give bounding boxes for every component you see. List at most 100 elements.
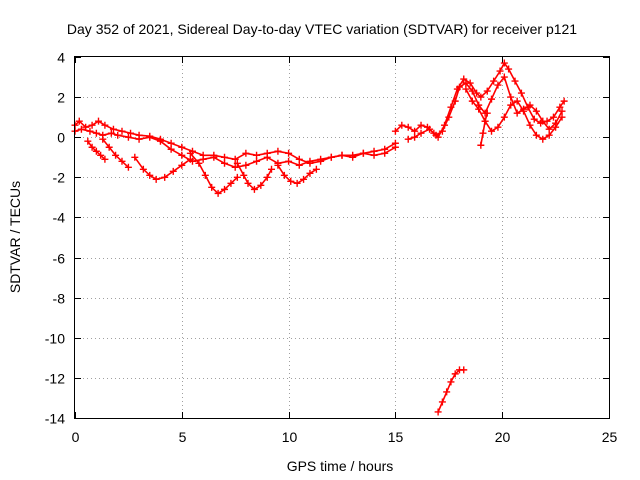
y-tick-label: -8: [53, 291, 66, 307]
data-point: [496, 67, 504, 75]
series-track-j: [404, 73, 566, 143]
chart-title: Day 352 of 2021, Sidereal Day-to-day VTE…: [67, 21, 577, 37]
data-point: [161, 173, 169, 181]
data-point: [231, 155, 239, 163]
data-point: [306, 169, 314, 177]
data-point: [312, 165, 320, 173]
data-point: [233, 173, 241, 181]
data-point: [124, 163, 132, 171]
data-point: [500, 59, 508, 67]
x-tick-label: 10: [282, 429, 298, 445]
data-point: [221, 159, 229, 167]
series-track-l: [477, 109, 491, 149]
x-tick-label: 15: [388, 429, 404, 445]
y-tick-label: -2: [53, 170, 66, 186]
data-point: [443, 388, 451, 396]
data-point: [460, 366, 468, 374]
data-point: [124, 133, 132, 141]
x-tick-label: 20: [495, 429, 511, 445]
data-point: [539, 135, 547, 143]
y-tick-label: 2: [57, 90, 65, 106]
data-point: [460, 75, 468, 83]
data-point: [477, 141, 485, 149]
series-line: [465, 88, 563, 140]
y-tick-label: 4: [57, 50, 65, 66]
data-point: [214, 189, 222, 197]
data-point: [404, 135, 412, 143]
series-track-f: [186, 149, 241, 197]
data-point: [552, 123, 560, 131]
data-point: [114, 131, 122, 139]
data-point: [186, 149, 194, 157]
data-point: [167, 139, 175, 147]
data-point: [244, 179, 252, 187]
data-point: [295, 155, 303, 163]
data-point: [558, 113, 566, 121]
data-point: [505, 65, 513, 73]
data-point: [167, 145, 175, 153]
data-point: [77, 125, 85, 133]
y-tick-label: -14: [45, 411, 65, 427]
x-tick-labels: 0 5 10 15 20 25: [72, 429, 618, 445]
series-line: [236, 162, 273, 191]
data-point: [131, 153, 139, 161]
x-tick-label: 25: [602, 429, 618, 445]
data-point: [97, 151, 105, 159]
data-point: [455, 83, 463, 91]
data-point: [370, 151, 378, 159]
data-point: [253, 157, 261, 165]
x-tick-label: 0: [72, 429, 80, 445]
data-point: [233, 159, 241, 167]
data-point: [411, 133, 419, 141]
data-point: [306, 157, 314, 165]
data-point: [118, 127, 126, 135]
data-point: [526, 121, 534, 129]
x-axis-label: GPS time / hours: [287, 458, 394, 474]
data-point: [263, 153, 271, 161]
data-point: [169, 167, 177, 175]
data-point: [257, 181, 265, 189]
data-point: [88, 121, 96, 129]
data-point: [92, 129, 100, 137]
data-point: [295, 161, 303, 169]
data-point: [156, 137, 164, 145]
data-point: [221, 185, 229, 193]
data-point: [99, 135, 107, 143]
data-point: [438, 398, 446, 406]
data-point: [86, 127, 94, 135]
data-point: [507, 93, 515, 101]
data-point: [201, 171, 209, 179]
data-point: [451, 97, 459, 105]
data-point: [490, 77, 498, 85]
data-point: [391, 127, 399, 135]
data-point: [317, 155, 325, 163]
series-track-b: [71, 125, 399, 171]
series-line: [437, 369, 465, 413]
data-point: [560, 97, 568, 105]
data-point: [231, 163, 239, 171]
data-point: [75, 117, 83, 125]
data-point: [210, 153, 218, 161]
data-point: [253, 151, 261, 159]
data-point: [381, 149, 389, 157]
data-point: [411, 127, 419, 135]
plot-series: [71, 59, 568, 416]
y-tick-label: -12: [45, 371, 65, 387]
data-point: [500, 113, 508, 121]
data-point: [549, 113, 557, 121]
data-point: [445, 113, 453, 121]
data-point: [488, 95, 496, 103]
series-track-k: [462, 85, 566, 143]
data-point: [105, 143, 113, 151]
data-point: [545, 125, 553, 133]
data-point: [468, 97, 476, 105]
data-point: [451, 370, 459, 378]
grid-lines: [75, 57, 609, 418]
series-track-c: [84, 137, 109, 163]
data-point: [240, 171, 248, 179]
data-point: [349, 153, 357, 161]
series-line: [189, 152, 239, 195]
data-point: [475, 105, 483, 113]
series-line: [134, 156, 192, 181]
data-point: [109, 125, 117, 133]
